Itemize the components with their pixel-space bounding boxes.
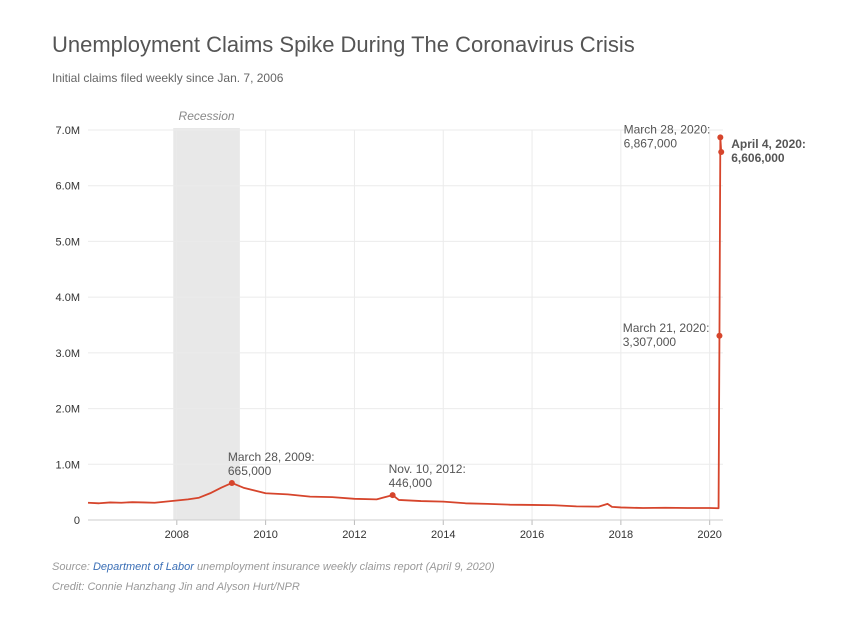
- annotation-date: April 4, 2020:: [731, 137, 806, 151]
- y-tick-label: 5.0M: [56, 236, 80, 248]
- y-tick-label: 6.0M: [56, 181, 80, 193]
- x-tick-label: 2020: [697, 529, 721, 541]
- x-tick-label: 2012: [342, 529, 366, 541]
- source-suffix: unemployment insurance weekly claims rep…: [197, 561, 495, 573]
- annotation-date: March 21, 2020:: [623, 321, 710, 335]
- annotation-point: [717, 134, 724, 141]
- y-tick-label: 1.0M: [56, 459, 80, 471]
- recession-label: Recession: [179, 109, 235, 123]
- chart-subtitle: Initial claims filed weekly since Jan. 7…: [52, 71, 284, 85]
- annotation-value: 446,000: [389, 476, 433, 490]
- x-tick-label: 2016: [520, 529, 544, 541]
- annotation-point: [716, 332, 723, 339]
- y-tick-label: 2.0M: [56, 404, 80, 416]
- annotation-value: 6,606,000: [731, 151, 785, 165]
- y-tick-label: 7.0M: [56, 125, 80, 137]
- x-tick-label: 2014: [431, 529, 455, 541]
- annotation-value: 3,307,000: [623, 335, 677, 349]
- annotation-date: March 28, 2009:: [228, 450, 315, 464]
- x-tick-label: 2008: [165, 529, 189, 541]
- data-line: [87, 136, 723, 510]
- annotation-date: Nov. 10, 2012:: [389, 462, 466, 476]
- source: Source: Department of Labor unemployment…: [52, 561, 495, 573]
- annotation-point: [228, 479, 235, 486]
- source-link[interactable]: Department of Labor: [93, 561, 195, 573]
- annotation-point: [389, 492, 396, 499]
- source-prefix: Source:: [52, 561, 90, 573]
- annotation-date: March 28, 2020:: [624, 122, 711, 136]
- y-tick-label: 4.0M: [56, 292, 80, 304]
- plot-area: Recession 0 1.0M 2.0M 3.0M 4.0M 5.0M 6.0M 7.0M 20…: [56, 109, 806, 541]
- annotation-value: 6,867,000: [624, 136, 678, 150]
- annotation-value: 665,000: [228, 464, 272, 478]
- x-tick-label: 2010: [253, 529, 277, 541]
- y-tick-label: 0: [74, 515, 80, 527]
- y-tick-label: 3.0M: [56, 348, 80, 360]
- recession-band: [173, 128, 240, 520]
- annotation-point: [718, 148, 725, 155]
- credit: Credit: Connie Hanzhang Jin and Alyson H…: [52, 581, 300, 593]
- x-tick-label: 2018: [609, 529, 633, 541]
- chart-title: Unemployment Claims Spike During The Cor…: [52, 32, 635, 57]
